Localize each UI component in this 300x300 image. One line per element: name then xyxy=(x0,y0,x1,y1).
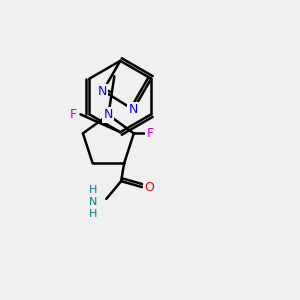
Text: H
N
H: H N H xyxy=(89,185,97,218)
Text: F: F xyxy=(147,127,154,140)
Text: N: N xyxy=(129,103,138,116)
Text: F: F xyxy=(70,108,76,121)
Text: O: O xyxy=(144,181,154,194)
Text: N: N xyxy=(98,85,107,98)
Text: N: N xyxy=(104,108,113,122)
